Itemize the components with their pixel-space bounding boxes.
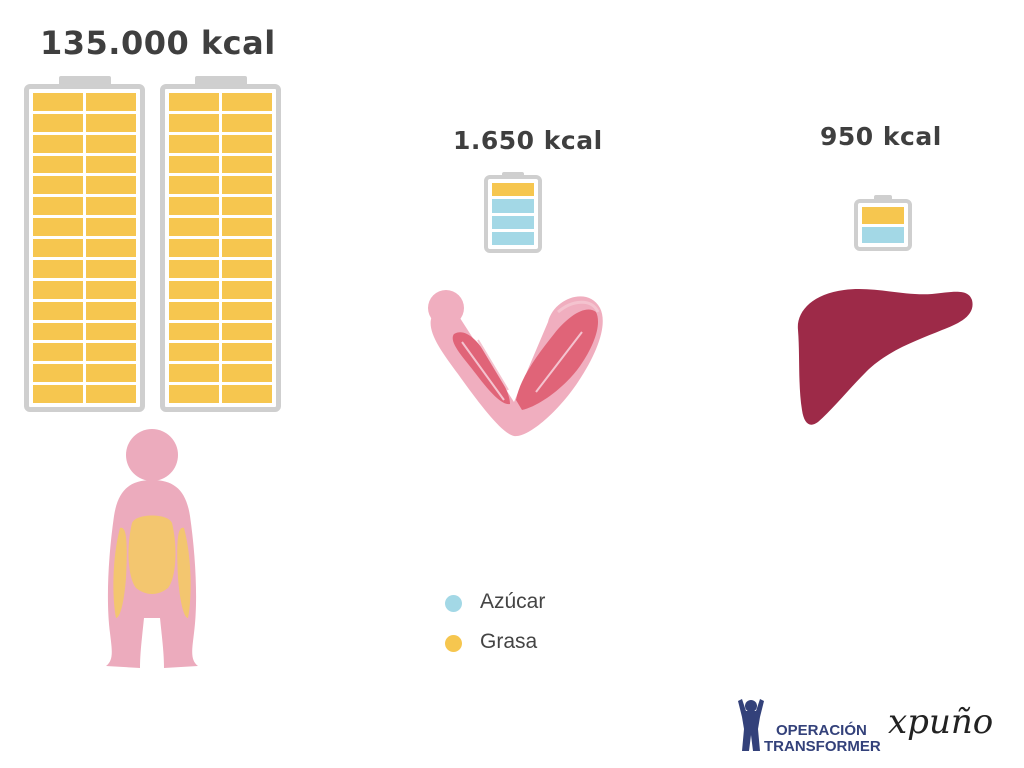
fat-cell: [169, 364, 219, 383]
sugar-cell: [862, 226, 904, 243]
fat-cell: [169, 218, 219, 237]
fat-cell: [86, 343, 136, 362]
fat-cell: [86, 134, 136, 153]
fat-cell: [86, 280, 136, 299]
operacion-logo-text: OPERACIÓN: [776, 722, 867, 739]
fat-cell: [169, 343, 219, 362]
battery-cap: [59, 76, 111, 86]
fat-cell: [222, 218, 272, 237]
fat-battery-left: [24, 84, 145, 412]
fat-cell: [169, 259, 219, 278]
liver-icon: [797, 289, 973, 425]
arm-muscle-icon: [428, 290, 603, 437]
fat-cell: [86, 176, 136, 195]
fat-cell: [33, 259, 83, 278]
fat-cell: [86, 218, 136, 237]
fat-cell: [862, 207, 904, 224]
fat-cell: [33, 155, 83, 174]
fat-cell: [222, 259, 272, 278]
fat-cell: [33, 93, 83, 111]
fat-cell: [222, 134, 272, 153]
sugar-cell: [492, 215, 534, 229]
fat-cell: [86, 301, 136, 320]
battery-cap: [874, 195, 892, 201]
fat-cell: [86, 197, 136, 216]
legend-sugar-label: Azúcar: [480, 590, 546, 613]
fat-cell: [222, 322, 272, 341]
fat-cell: [222, 343, 272, 362]
fat-cell: [33, 280, 83, 299]
fat-cell: [169, 197, 219, 216]
fat-cell: [222, 239, 272, 257]
body-figure-icon: [106, 429, 198, 668]
fat-cell: [222, 364, 272, 383]
xpuno-logo: xpuño: [888, 702, 994, 742]
fat-cell: [222, 280, 272, 299]
fat-cell: [169, 280, 219, 299]
battery-cap: [195, 76, 247, 86]
legend-fat-label: Grasa: [480, 630, 538, 653]
fat-cell: [86, 113, 136, 132]
fat-cell: [169, 239, 219, 257]
fat-cell: [169, 322, 219, 341]
operacion-transformer-logo-icon: [738, 699, 764, 751]
legend-sugar-dot: [445, 595, 462, 612]
fat-cell: [86, 364, 136, 383]
fat-cell: [86, 239, 136, 257]
fat-cell: [33, 322, 83, 341]
fat-cell: [222, 113, 272, 132]
sugar-cell: [492, 199, 534, 213]
fat-cell: [222, 197, 272, 216]
fat-cell: [33, 176, 83, 195]
transformer-logo-text: TRANSFORMER: [764, 738, 881, 755]
fat-cell: [222, 93, 272, 111]
fat-cell: [33, 218, 83, 237]
fat-cell: [86, 93, 136, 111]
fat-cell: [222, 301, 272, 320]
fat-cell: [492, 183, 534, 197]
fat-cell: [33, 113, 83, 132]
fat-cell: [222, 155, 272, 174]
fat-cell: [86, 322, 136, 341]
sugar-cell: [492, 231, 534, 245]
fat-cell: [222, 176, 272, 195]
fat-cell: [33, 301, 83, 320]
total-fat-kcal-label: 135.000 kcal: [40, 24, 276, 62]
muscle-kcal-label: 1.650 kcal: [453, 126, 603, 155]
legend-fat-dot: [445, 635, 462, 652]
liver-battery: [854, 199, 912, 251]
fat-cell: [86, 155, 136, 174]
fat-cell: [169, 301, 219, 320]
fat-cell: [33, 343, 83, 362]
fat-cell: [33, 385, 83, 403]
fat-cell: [86, 385, 136, 403]
fat-cell: [169, 155, 219, 174]
liver-kcal-label: 950 kcal: [820, 122, 942, 151]
fat-cell: [169, 93, 219, 111]
muscle-battery: [484, 175, 542, 253]
fat-cell: [169, 385, 219, 403]
fat-cell: [33, 134, 83, 153]
fat-cell: [169, 176, 219, 195]
fat-cell: [33, 364, 83, 383]
fat-battery-right: [160, 84, 281, 412]
fat-cell: [86, 259, 136, 278]
fat-cell: [169, 134, 219, 153]
fat-cell: [222, 385, 272, 403]
fat-cell: [169, 113, 219, 132]
fat-cell: [33, 239, 83, 257]
fat-cell: [33, 197, 83, 216]
